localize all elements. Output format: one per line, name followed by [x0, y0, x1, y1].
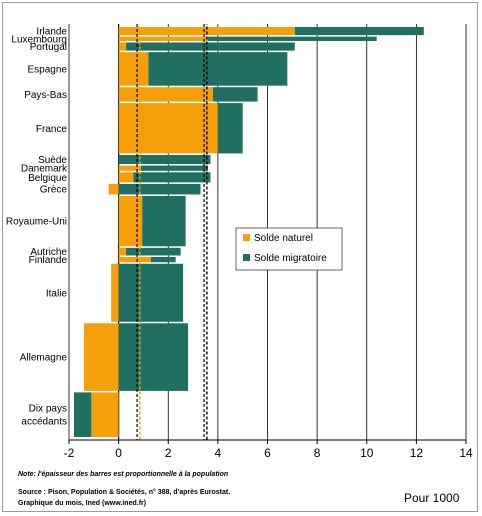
bar-naturel — [118, 256, 151, 263]
bar-naturel — [118, 103, 218, 154]
bar-migratoire — [150, 256, 176, 263]
bar-naturel — [118, 42, 127, 51]
bar-naturel — [118, 52, 149, 86]
footnote: Note: l'épaisseur des barres est proport… — [18, 471, 229, 478]
bar-naturel — [118, 195, 143, 247]
bar-migratoire — [140, 165, 208, 171]
bar-naturel — [83, 323, 119, 391]
bar-naturel — [118, 36, 208, 41]
x-tick-label: 4 — [215, 446, 222, 460]
bar-migratoire — [118, 183, 201, 195]
x-tick-label: 6 — [264, 446, 271, 460]
country-label: Italie — [46, 288, 68, 299]
country-label: Dix pays — [29, 404, 67, 415]
country-label: Portugal — [30, 42, 67, 53]
country-label: Espagne — [28, 64, 68, 75]
bar-migratoire — [133, 172, 211, 183]
bar-naturel — [118, 165, 141, 171]
unit-label: Pour 1000 — [404, 491, 460, 505]
x-tick-label: 10 — [360, 446, 374, 460]
country-label: Autriche — [30, 247, 67, 258]
bar-migratoire — [207, 36, 377, 41]
country-label: Grèce — [40, 185, 68, 196]
x-tick-label: -2 — [64, 446, 75, 460]
bar-migratoire — [126, 42, 295, 51]
country-label: Belgique — [28, 173, 67, 184]
bar-naturel — [118, 172, 134, 183]
bar-naturel — [108, 183, 119, 195]
bar-migratoire — [73, 392, 92, 437]
country-label: Finlande — [29, 255, 68, 266]
source-line: Source : Pison, Population & Sociétés, n… — [18, 489, 231, 496]
mean-line-naturel — [136, 24, 141, 440]
bar-naturel — [91, 392, 119, 437]
legend: Solde naturel Solde migratoire — [235, 227, 343, 271]
bar-migratoire — [118, 154, 211, 165]
legend-label-naturel: Solde naturel — [254, 233, 313, 244]
bar-naturel — [111, 263, 119, 322]
bar-migratoire — [148, 52, 288, 86]
bar-naturel — [118, 247, 127, 256]
bar-migratoire — [118, 323, 189, 391]
bar-migratoire — [212, 87, 258, 102]
country-label: Pays-Bas — [24, 90, 67, 101]
country-label: Danemark — [21, 164, 68, 175]
bar-migratoire — [118, 263, 184, 322]
credit-line: Graphique du mois, Ined (www.ined.fr) — [18, 500, 147, 507]
country-label: Royaume-Uni — [6, 217, 67, 228]
x-axis: -2 0 2 4 6 8 10 12 14 — [64, 439, 473, 460]
bar-migratoire — [142, 195, 186, 247]
legend-label-migratoire: Solde migratoire — [254, 253, 327, 264]
x-tick-label: 12 — [410, 446, 424, 460]
bars — [73, 27, 424, 437]
legend-swatch-naturel — [243, 234, 250, 241]
country-label: accédants — [21, 417, 67, 428]
chart-frame — [2, 2, 478, 512]
legend-box — [235, 227, 343, 271]
mean-lines — [136, 24, 208, 440]
country-label: Luxembourg — [11, 34, 67, 45]
bar-naturel — [118, 27, 295, 36]
x-tick-label: 14 — [459, 446, 473, 460]
country-label: Allemagne — [20, 353, 68, 364]
country-label: France — [36, 124, 68, 135]
bar-migratoire — [217, 103, 243, 154]
bar-migratoire — [294, 27, 424, 36]
bar-naturel — [118, 87, 213, 102]
x-tick-label: 8 — [314, 446, 321, 460]
mean-line-total — [203, 24, 208, 440]
country-label: Irlande — [36, 27, 67, 38]
x-tick-label: 0 — [115, 446, 122, 460]
legend-swatch-migratoire — [243, 254, 250, 261]
bar-migratoire — [126, 247, 181, 256]
country-label: Suède — [38, 155, 67, 166]
x-tick-label: 2 — [165, 446, 172, 460]
